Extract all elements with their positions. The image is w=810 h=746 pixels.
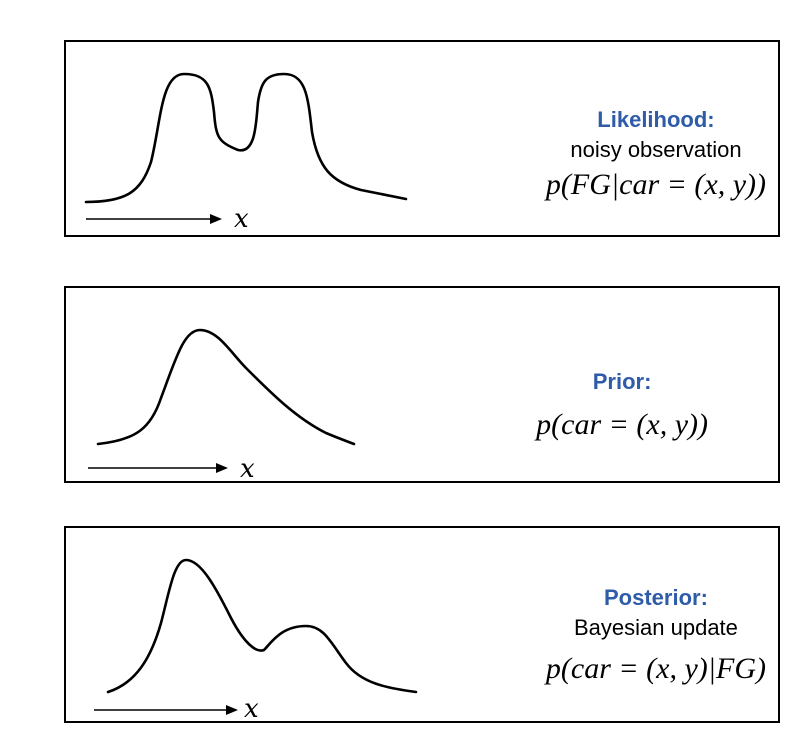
posterior-subtitle: Bayesian update [574,614,738,640]
prior-panel: x Prior: p(car = (x, y)) [64,286,780,483]
x-axis-arrow [94,705,238,715]
posterior-text: Posterior: Bayesian update p(car = (x, y… [546,584,766,688]
likelihood-curve [84,72,408,204]
posterior-title: Posterior: [604,585,708,610]
prior-formula: p(car = (x, y)) [536,407,708,441]
prior-title: Prior: [592,369,652,394]
posterior-curve [106,558,418,694]
x-axis-arrow [86,214,222,224]
likelihood-panel: x Likelihood: noisy observation p(FG|car… [64,40,780,237]
posterior-formula: p(car = (x, y)|FG) [545,652,766,686]
likelihood-curve-plot [84,72,408,224]
x-axis-label: x [240,454,255,484]
prior-text: Prior: p(car = (x, y)) [536,368,708,444]
likelihood-formula: p(FG|car = (x, y)) [545,168,766,202]
prior-curve [96,328,356,446]
x-axis-label: x [244,694,259,724]
x-axis-label: x [234,204,249,234]
likelihood-subtitle: noisy observation [570,136,742,162]
x-axis-arrow [88,463,228,473]
posterior-panel: x Posterior: Bayesian update p(car = (x,… [64,526,780,723]
likelihood-title: Likelihood: [597,107,715,132]
likelihood-text: Likelihood: noisy observation p(FG|car =… [546,106,766,204]
posterior-curve-plot [94,558,418,715]
prior-curve-plot [88,328,356,473]
